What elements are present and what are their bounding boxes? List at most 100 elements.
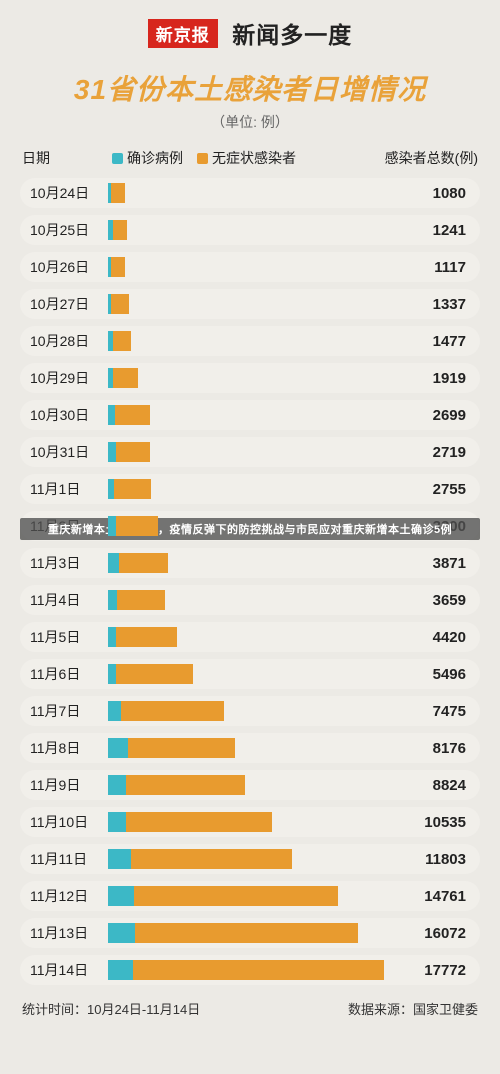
table-row: 11月8日 8176 (20, 733, 480, 763)
bar (108, 220, 404, 240)
bar-segment-confirmed (108, 812, 126, 832)
bar-segment-asymptomatic (133, 960, 384, 980)
bar-segment-confirmed (108, 738, 128, 758)
table-row: 11月5日4420 (20, 622, 480, 652)
row-total: 3871 (404, 555, 480, 572)
table-row: 10月28日 1477 (20, 326, 480, 356)
unit-label: （单位: 例） (20, 112, 480, 132)
bar-segment-asymptomatic (116, 442, 151, 462)
bar (108, 590, 404, 610)
row-date: 10月29日 (20, 368, 108, 388)
bar-segment-asymptomatic (135, 923, 358, 943)
bar-segment-asymptomatic (121, 701, 224, 721)
bar-segment-asymptomatic (134, 886, 338, 906)
bar-segment-confirmed (108, 627, 116, 647)
row-date: 10月24日 (20, 183, 108, 203)
bar (108, 627, 404, 647)
row-date: 11月6日 (20, 664, 108, 684)
row-total: 7475 (404, 703, 480, 720)
row-total: 2699 (404, 407, 480, 424)
row-date: 11月12日 (20, 886, 108, 906)
row-total: 2755 (404, 481, 480, 498)
row-total: 4420 (404, 629, 480, 646)
table-row: 11月7日 7475 (20, 696, 480, 726)
bar-segment-confirmed (108, 923, 135, 943)
footer-stat-time: 统计时间：10月24日-11月14日 (22, 999, 200, 1018)
bar-segment-asymptomatic (126, 812, 272, 832)
bar-segment-confirmed (108, 590, 117, 610)
bar-segment-asymptomatic (128, 738, 235, 758)
row-total: 1241 (404, 222, 480, 239)
row-total: 16072 (404, 925, 480, 942)
bar-segment-asymptomatic (113, 368, 137, 388)
table-row: 11月4日3659 (20, 585, 480, 615)
legend-item-confirmed: 确诊病例 (112, 148, 183, 168)
row-date: 10月31日 (20, 442, 108, 462)
table-row: 10月31日2719 (20, 437, 480, 467)
bar (108, 775, 404, 795)
table-row: 11月14日17772 (20, 955, 480, 985)
brand-header: 新京报 新闻多一度 (20, 16, 480, 50)
table-row: 11月3日 3871 (20, 548, 480, 578)
bar (108, 812, 404, 832)
row-date: 11月3日 (20, 553, 108, 573)
table-row: 11月1日2755 (20, 474, 480, 504)
row-total: 8824 (404, 777, 480, 794)
row-date: 11月7日 (20, 701, 108, 721)
table-row: 11月11日11803 (20, 844, 480, 874)
bar-segment-asymptomatic (111, 183, 125, 203)
chart-title: 31省份本土感染者日增情况 (20, 68, 480, 108)
table-row: 10月30日2699 (20, 400, 480, 430)
table-row: 11月10日10535 (20, 807, 480, 837)
row-total: 1337 (404, 296, 480, 313)
bar-segment-asymptomatic (111, 294, 128, 314)
bar-segment-asymptomatic (114, 479, 150, 499)
bar-segment-asymptomatic (115, 405, 150, 425)
bar-segment-confirmed (108, 960, 133, 980)
row-date: 10月26日 (20, 257, 108, 277)
bar (108, 479, 404, 499)
table-row: 11月6日5496 (20, 659, 480, 689)
row-date: 11月8日 (20, 738, 108, 758)
bar (108, 664, 404, 684)
bar-segment-asymptomatic (119, 553, 168, 573)
table-row: 10月29日 1919 (20, 363, 480, 393)
bar-segment-asymptomatic (116, 516, 158, 536)
bar (108, 849, 404, 869)
bar-segment-confirmed (108, 516, 116, 536)
bar (108, 257, 404, 277)
bar (108, 701, 404, 721)
footer: 统计时间：10月24日-11月14日 数据来源：国家卫健委 (20, 999, 480, 1018)
row-date: 10月27日 (20, 294, 108, 314)
row-date: 11月14日 (20, 960, 108, 980)
table-row: 10月25日 1241 (20, 215, 480, 245)
bar-segment-confirmed (108, 553, 119, 573)
row-date: 10月28日 (20, 331, 108, 351)
row-total: 3659 (404, 592, 480, 609)
page-root: 新京报 新闻多一度 31省份本土感染者日增情况 （单位: 例） 日期 确诊病例 … (0, 0, 500, 1038)
bar (108, 294, 404, 314)
row-total: 1919 (404, 370, 480, 387)
row-total: 14761 (404, 888, 480, 905)
table-row: 10月24日 1080 (20, 178, 480, 208)
bar (108, 442, 404, 462)
bar-segment-asymptomatic (117, 590, 165, 610)
row-total: 1080 (404, 185, 480, 202)
row-total: 8176 (404, 740, 480, 757)
row-date: 11月9日 (20, 775, 108, 795)
swatch-asymptomatic (197, 153, 208, 164)
bar-segment-confirmed (108, 775, 126, 795)
header-date: 日期 (22, 148, 112, 168)
header-total: 感染者总数(例) (368, 148, 478, 168)
legend-label-asymptomatic: 无症状感染者 (212, 148, 296, 168)
legend-item-asymptomatic: 无症状感染者 (197, 148, 296, 168)
swatch-confirmed (112, 153, 123, 164)
row-date: 11月11日 (20, 849, 108, 869)
table-row: 10月26日1117 (20, 252, 480, 282)
bar-segment-asymptomatic (113, 331, 131, 351)
footer-source: 数据来源：国家卫健委 (348, 999, 478, 1018)
bar (108, 368, 404, 388)
row-date: 10月25日 (20, 220, 108, 240)
bar-segment-asymptomatic (131, 849, 292, 869)
row-total: 1477 (404, 333, 480, 350)
